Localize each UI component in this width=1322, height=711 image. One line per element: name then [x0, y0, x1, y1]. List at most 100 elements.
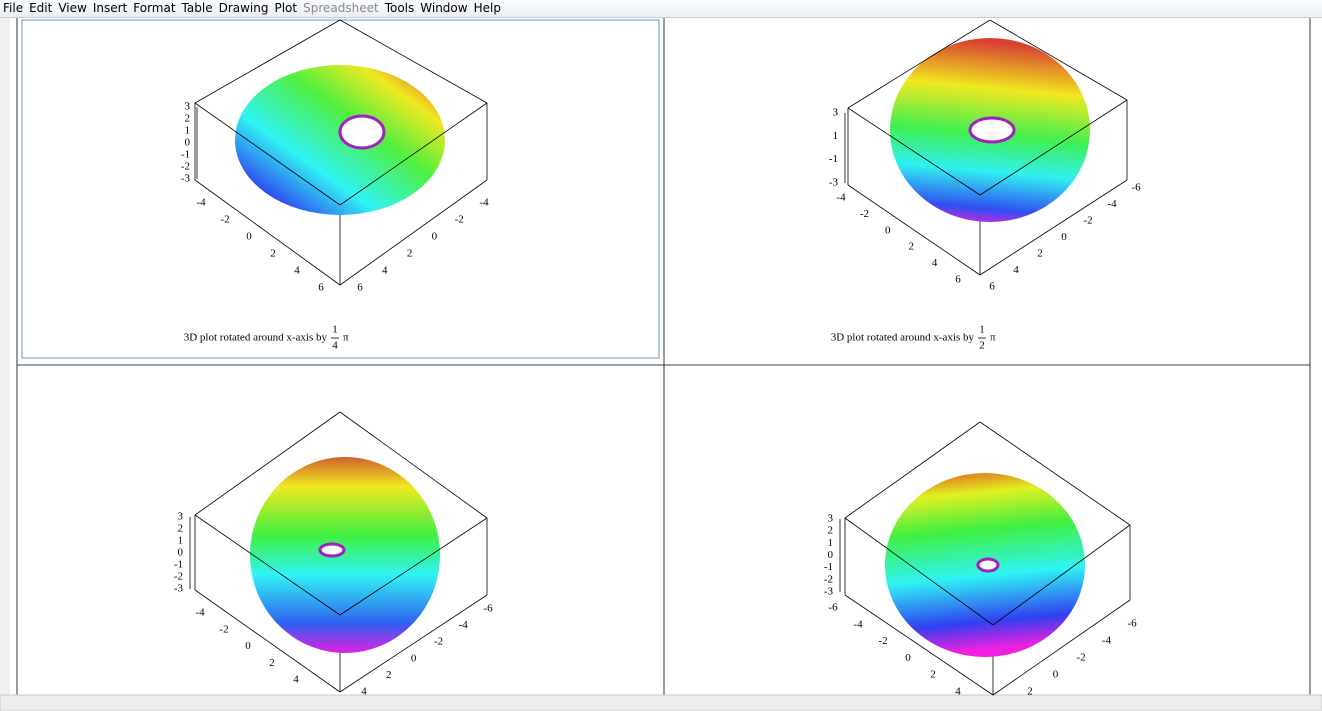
menu-item[interactable]: File: [3, 1, 24, 15]
x-tick-label: 0: [246, 231, 252, 243]
y-tick-label: 0: [432, 231, 438, 243]
z-tick-label: -1: [181, 149, 190, 161]
z-tick-label: -3: [829, 177, 839, 189]
y-tick-label: 2: [1037, 248, 1043, 260]
surface-hole: [338, 114, 386, 150]
z-tick-label: -1: [824, 561, 833, 573]
caption: 3D plot rotated around x-axis by: [184, 332, 328, 344]
box-edge: [989, 19, 1128, 101]
left-gutter: [0, 18, 10, 695]
x-tick-label: -2: [220, 214, 229, 226]
menu-item[interactable]: Plot: [274, 1, 298, 15]
menu-item[interactable]: Format: [133, 1, 176, 15]
menu-item[interactable]: Edit: [29, 1, 53, 15]
box-edge: [339, 19, 488, 104]
box-edge: [992, 524, 1131, 626]
y-tick-label: -2: [434, 636, 443, 648]
x-tick-label: 0: [245, 640, 251, 652]
y-tick-label: 2: [407, 248, 413, 260]
y-tick-label: -2: [1076, 652, 1085, 664]
x-tick-label: -4: [196, 197, 206, 209]
box-edge: [194, 179, 341, 286]
y-tick-label: 2: [386, 669, 392, 681]
box-edge: [339, 594, 488, 693]
y-tick-label: -6: [1131, 182, 1141, 194]
box-edge: [339, 102, 488, 206]
menu-item[interactable]: Spreadsheet: [303, 1, 379, 15]
y-tick-label: -4: [1107, 198, 1117, 210]
x-tick-label: 6: [318, 282, 324, 294]
box-edge: [194, 589, 341, 693]
z-tick-label: 1: [178, 535, 184, 547]
y-tick-label: -2: [455, 214, 464, 226]
box-edge: [194, 19, 341, 104]
box-edge: [844, 421, 981, 519]
z-tick-label: 3: [833, 107, 839, 119]
menu-item[interactable]: Tools: [384, 1, 415, 15]
x-tick-label: -2: [878, 635, 887, 647]
surface-hole: [318, 542, 346, 558]
box-edge: [194, 514, 341, 616]
z-tick-label: 2: [178, 523, 184, 535]
y-tick-label: 4: [1013, 264, 1019, 276]
box-edge: [847, 107, 981, 196]
z-tick-label: -2: [824, 573, 833, 585]
x-tick-label: 4: [294, 265, 300, 277]
x-tick-label: 0: [905, 652, 911, 664]
z-tick-label: -1: [174, 559, 183, 571]
y-tick-label: 0: [411, 652, 417, 664]
caption-denominator: 2: [979, 340, 985, 352]
surface-hole: [976, 557, 1000, 573]
y-tick-label: -6: [1127, 618, 1137, 630]
x-tick-label: 4: [932, 257, 938, 269]
x-tick-label: 2: [908, 241, 914, 253]
menu-item[interactable]: View: [58, 1, 87, 15]
menu-item[interactable]: Drawing: [218, 1, 269, 15]
y-tick-label: 2: [1027, 686, 1033, 698]
menu-item[interactable]: Table: [181, 1, 213, 15]
box-edge: [844, 594, 994, 696]
z-tick-label: -3: [181, 173, 191, 185]
y-tick-label: -4: [459, 619, 469, 631]
z-tick-label: -2: [181, 161, 190, 173]
box-edge: [979, 421, 1131, 526]
x-tick-label: -4: [195, 607, 205, 619]
menu-item[interactable]: Window: [420, 1, 468, 15]
x-tick-label: -4: [836, 192, 846, 204]
z-tick-label: -3: [174, 583, 184, 595]
menu-item[interactable]: Insert: [92, 1, 128, 15]
z-tick-label: 0: [178, 547, 184, 559]
box-edge: [847, 184, 981, 276]
box-edge: [979, 179, 1128, 276]
z-tick-label: 0: [185, 137, 191, 149]
z-tick-label: 0: [828, 549, 834, 561]
y-tick-label: 0: [1053, 669, 1059, 681]
y-tick-label: -6: [483, 603, 493, 615]
x-tick-label: -6: [828, 602, 838, 614]
z-tick-label: 2: [185, 113, 191, 125]
z-tick-label: -1: [829, 153, 838, 165]
menu-item[interactable]: Help: [473, 1, 501, 15]
x-tick-label: 2: [270, 248, 276, 260]
z-tick-label: 3: [828, 513, 834, 525]
caption: 3D plot rotated around x-axis by: [831, 332, 975, 344]
x-tick-label: 2: [269, 657, 275, 669]
z-tick-label: 1: [833, 130, 839, 142]
surface-hole: [968, 116, 1016, 144]
box-edge: [979, 99, 1128, 196]
y-tick-label: 6: [989, 281, 995, 293]
box-edge: [194, 102, 341, 206]
scrollbar[interactable]: [0, 694, 1322, 711]
z-tick-label: 1: [185, 125, 191, 137]
caption-symbol: π: [990, 332, 996, 344]
caption-numerator: 1: [979, 324, 985, 336]
x-tick-label: 6: [955, 274, 961, 286]
x-tick-label: 2: [930, 669, 936, 681]
menu-bar: File Edit View Insert Format Table Drawing Plot…: [0, 0, 1322, 18]
z-tick-label: 3: [185, 101, 191, 113]
box-edge: [339, 179, 488, 286]
caption-symbol: π: [343, 332, 349, 344]
y-tick-label: 4: [361, 686, 367, 698]
